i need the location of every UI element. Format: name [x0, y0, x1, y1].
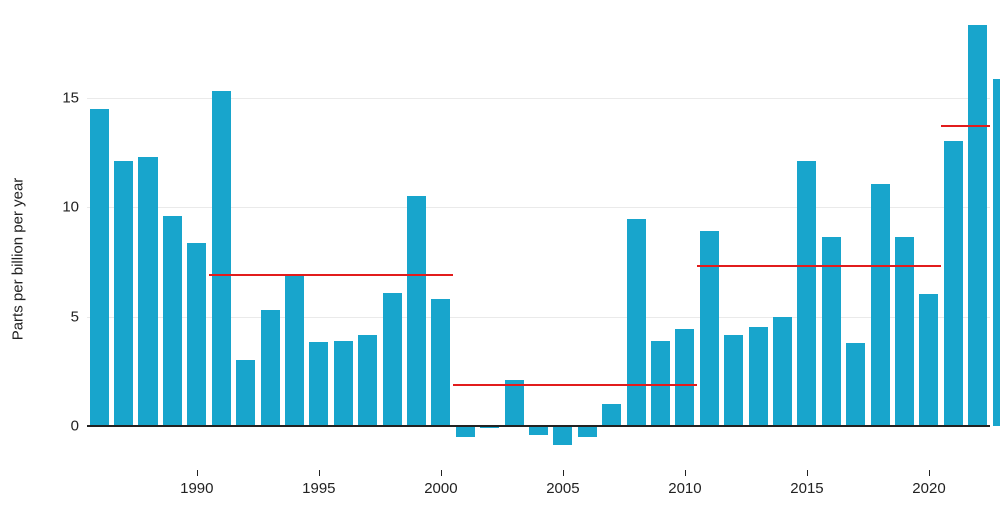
bar: [285, 275, 304, 426]
bar: [749, 327, 768, 427]
bar: [944, 141, 963, 426]
decadal-mean-line: [697, 265, 941, 267]
x-tick-label: 2015: [790, 480, 823, 497]
bar: [90, 109, 109, 427]
bar: [797, 161, 816, 426]
bar: [993, 79, 1000, 426]
bar: [383, 293, 402, 427]
y-tick-label: 0: [71, 418, 87, 435]
bar: [114, 161, 133, 426]
y-tick-label: 10: [62, 199, 87, 216]
bar: [724, 335, 743, 426]
bar: [675, 329, 694, 426]
bar: [334, 341, 353, 426]
x-tick-label: 1995: [302, 480, 335, 497]
bar: [871, 184, 890, 426]
bar: [236, 360, 255, 426]
bar: [919, 294, 938, 427]
bar: [529, 426, 548, 435]
bar: [358, 335, 377, 426]
bar: [553, 426, 572, 445]
chart: Parts per billion per year 0510151990199…: [0, 0, 1000, 518]
bar: [968, 25, 987, 426]
x-tick: [929, 470, 930, 476]
bar: [578, 426, 597, 437]
x-tick-label: 2000: [424, 480, 457, 497]
y-tick-label: 5: [71, 308, 87, 325]
bar: [309, 342, 328, 426]
decadal-mean-line: [941, 125, 990, 127]
x-tick-label: 2010: [668, 480, 701, 497]
bar: [163, 216, 182, 426]
x-tick: [563, 470, 564, 476]
bar: [261, 310, 280, 426]
bar: [700, 231, 719, 426]
x-tick: [319, 470, 320, 476]
bar: [773, 317, 792, 427]
x-tick-label: 2020: [912, 480, 945, 497]
bar: [138, 157, 157, 426]
decadal-mean-line: [209, 274, 453, 276]
x-tick: [441, 470, 442, 476]
bar: [187, 243, 206, 426]
x-tick: [807, 470, 808, 476]
bar: [456, 426, 475, 437]
y-axis-label: Parts per billion per year: [10, 178, 27, 341]
decadal-mean-line: [453, 384, 697, 386]
bar: [407, 196, 426, 426]
bar: [212, 91, 231, 426]
plot-area: 0510151990199520002005201020152020: [87, 10, 990, 470]
x-tick: [685, 470, 686, 476]
bar: [846, 343, 865, 426]
x-tick-label: 1990: [180, 480, 213, 497]
x-tick-label: 2005: [546, 480, 579, 497]
y-tick-label: 15: [62, 89, 87, 106]
bar: [431, 299, 450, 426]
bar: [627, 219, 646, 426]
bar: [602, 404, 621, 426]
zero-axis-line: [87, 425, 990, 427]
x-tick: [197, 470, 198, 476]
bar: [505, 380, 524, 426]
